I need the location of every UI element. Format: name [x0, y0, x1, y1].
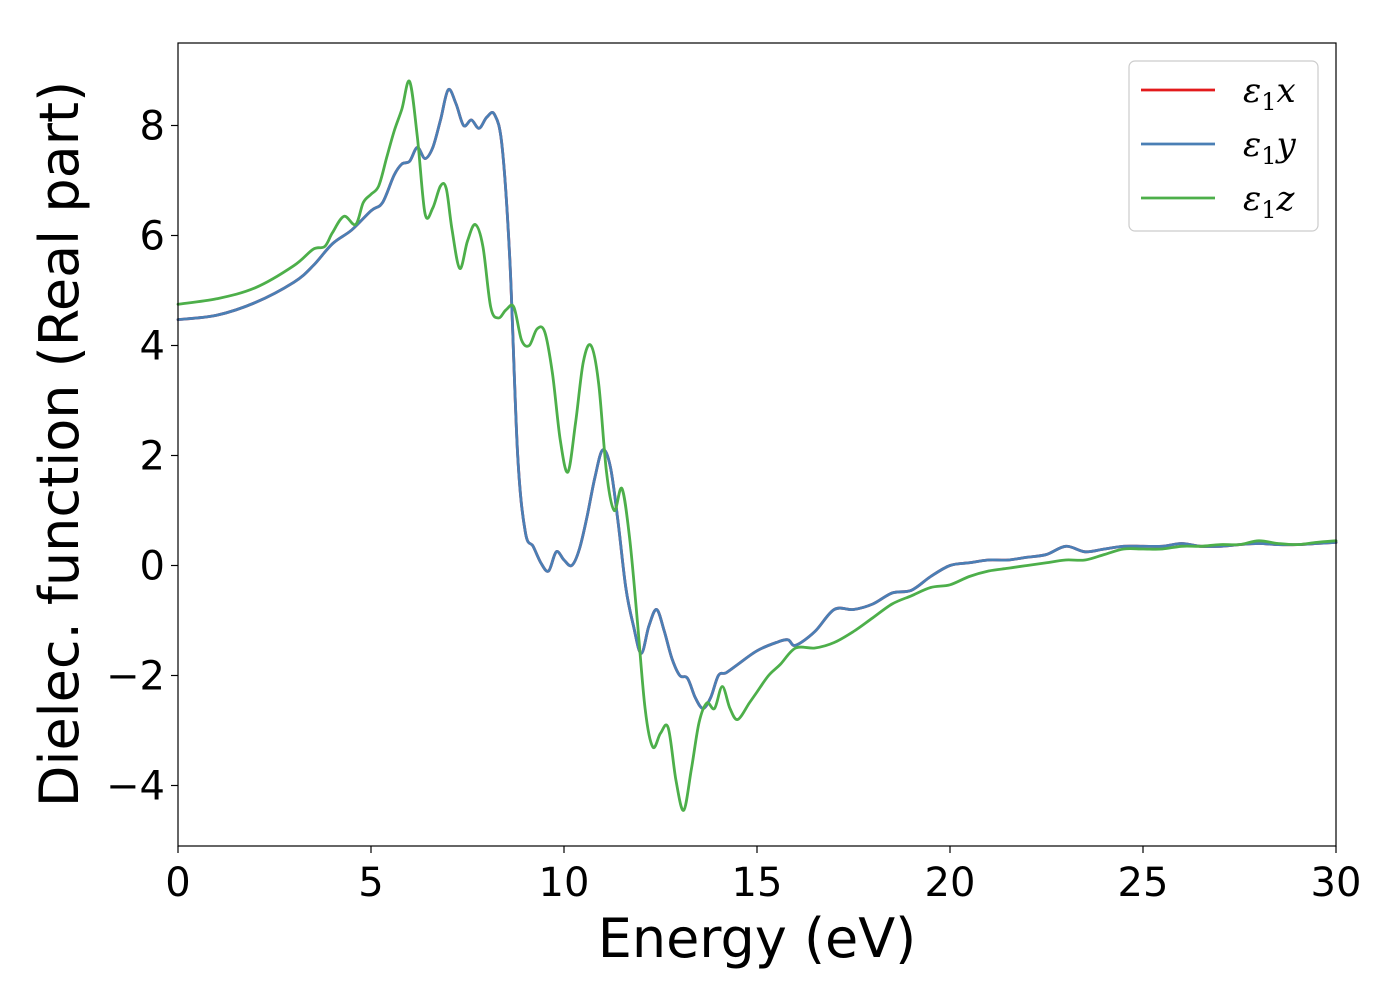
y-tick-label: 0 [140, 544, 165, 590]
y-tick-label: 4 [140, 324, 165, 370]
y-tick-label: 2 [140, 434, 165, 480]
legend-box [1128, 60, 1319, 232]
y-tick-label: 6 [140, 214, 165, 260]
x-tick-label: 0 [165, 860, 190, 906]
y-tick-label: 8 [140, 104, 165, 150]
x-tick-label: 15 [732, 860, 783, 906]
x-axis-label: Energy (eV) [598, 907, 917, 970]
x-tick-label: 10 [539, 860, 590, 906]
x-tick-label: 25 [1118, 860, 1169, 906]
legend-label-eps1x: ε1x [1243, 71, 1296, 116]
legend: ε1x ε1y ε1z [1128, 60, 1319, 232]
x-tick-label: 20 [925, 860, 976, 906]
x-tick-label: 30 [1311, 860, 1362, 906]
y-axis-label: Dielec. function (Real part) [28, 81, 91, 807]
legend-label-eps1y: ε1y [1243, 125, 1297, 170]
series-line-eps1z [176, 79, 1338, 812]
series-line-eps1y [176, 87, 1338, 710]
series-layer [176, 79, 1338, 812]
y-tick-label: −2 [106, 654, 165, 700]
legend-label-eps1z: ε1z [1243, 179, 1296, 224]
ticks-layer: 0 5 10 15 20 25 30 −4 −2 0 2 4 6 8 [106, 104, 1361, 907]
y-tick-label: −4 [106, 764, 165, 810]
x-tick-label: 5 [358, 860, 383, 906]
